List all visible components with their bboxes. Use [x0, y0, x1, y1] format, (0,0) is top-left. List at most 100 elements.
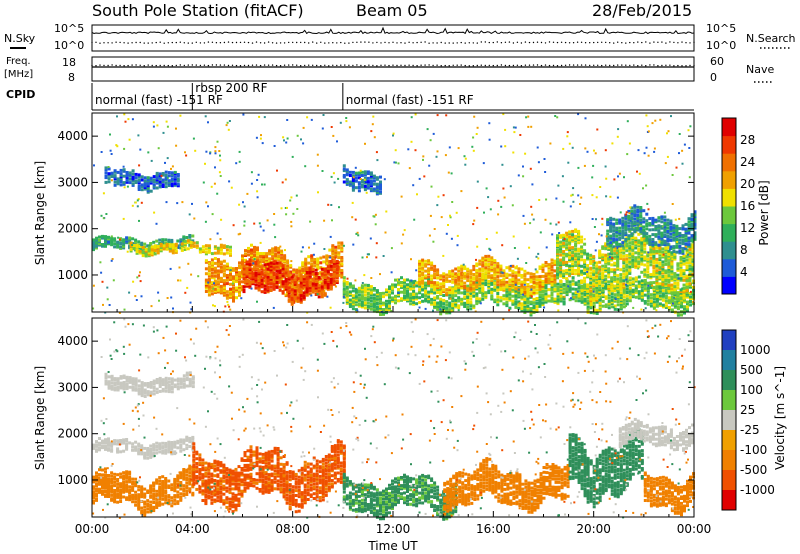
- heatmap-cell: [326, 279, 330, 283]
- heatmap-cell: [305, 293, 309, 297]
- heatmap-cell: [360, 289, 364, 293]
- heatmap-cell: [388, 287, 391, 290]
- heatmap-cell: [451, 277, 455, 281]
- heatmap-cell: [235, 288, 238, 292]
- heatmap-cell: [683, 306, 686, 310]
- heatmap-cell: [657, 243, 661, 247]
- heatmap-cell: [640, 259, 644, 263]
- noise-search-point: [231, 41, 234, 44]
- heatmap-cell: [274, 246, 278, 250]
- heatmap-cell: [219, 284, 223, 288]
- heatmap-cell: [640, 251, 644, 255]
- heatmap-cell: [595, 271, 599, 275]
- heatmap-cell: [137, 134, 140, 137]
- nave-point: [324, 64, 326, 67]
- heatmap-cell: [369, 296, 373, 300]
- noise-sky-line: [91, 26, 695, 35]
- heatmap-cell: [520, 308, 524, 312]
- heatmap-cell: [619, 302, 623, 306]
- heatmap-cell: [649, 299, 653, 303]
- heatmap-cell: [326, 271, 330, 275]
- heatmap-cell: [616, 291, 620, 295]
- heatmap-cell: [666, 236, 670, 240]
- nave-point: [211, 64, 214, 66]
- heatmap-cell: [661, 263, 665, 267]
- heatmap-cell: [670, 298, 674, 302]
- nave-point: [601, 64, 603, 67]
- heatmap-cell: [101, 244, 104, 248]
- heatmap-cell: [669, 222, 673, 226]
- heatmap-cell: [607, 247, 611, 251]
- heatmap-cell: [636, 223, 640, 227]
- heatmap-cell: [369, 288, 373, 292]
- heatmap-cell: [604, 245, 608, 249]
- heatmap-cell: [547, 280, 551, 284]
- heatmap-cell: [625, 302, 629, 306]
- heatmap-cell: [319, 256, 323, 260]
- heatmap-cell: [238, 271, 241, 275]
- heatmap-cell: [652, 269, 656, 273]
- heatmap-cell: [451, 304, 455, 308]
- heatmap-cell: [284, 273, 288, 277]
- heatmap-cell: [164, 238, 168, 242]
- nave-point: [364, 65, 366, 67]
- heatmap-cell: [162, 245, 166, 249]
- heatmap-cell: [616, 293, 620, 297]
- heatmap-cell: [346, 277, 349, 280]
- heatmap-cell: [652, 301, 656, 305]
- heatmap-cell: [342, 287, 346, 291]
- heatmap-cell: [173, 182, 177, 186]
- heatmap-cell: [688, 248, 692, 252]
- heatmap-cell: [520, 285, 524, 289]
- heatmap-cell: [628, 246, 632, 249]
- heatmap-cell: [436, 301, 440, 305]
- heatmap-cell: [137, 184, 141, 188]
- heatmap-cell: [583, 268, 587, 272]
- heatmap-cell: [156, 251, 160, 255]
- heatmap-cell: [135, 251, 139, 255]
- heatmap-cell: [556, 240, 559, 244]
- heatmap-cell: [448, 270, 452, 274]
- heatmap-cell: [245, 278, 249, 282]
- heatmap-cell: [667, 301, 671, 305]
- heatmap-cell: [672, 245, 676, 249]
- heatmap-cell: [640, 231, 644, 235]
- heatmap-cell: [619, 286, 623, 289]
- cpid-label: CPID: [6, 88, 35, 101]
- heatmap-cell: [643, 250, 647, 254]
- heatmap-cell: [460, 285, 464, 289]
- heatmap-cell: [616, 308, 620, 312]
- heatmap-cell: [225, 265, 229, 269]
- heatmap-cell: [553, 274, 557, 278]
- heatmap-cell: [329, 235, 332, 238]
- heatmap-cell: [149, 180, 153, 183]
- heatmap-cell: [278, 285, 282, 289]
- heatmap-cell: [308, 281, 312, 284]
- heatmap-cell: [484, 263, 488, 266]
- heatmap-cell: [663, 211, 666, 214]
- heatmap-cell: [290, 299, 294, 303]
- heatmap-cell: [653, 147, 656, 150]
- heatmap-cell: [354, 300, 358, 303]
- heatmap-cell: [418, 259, 422, 263]
- heatmap-cell: [603, 279, 606, 282]
- heatmap-cell: [284, 287, 288, 291]
- heatmap-cell: [463, 265, 467, 269]
- noise-search-point: [436, 42, 438, 44]
- heatmap-cell: [550, 268, 554, 272]
- heatmap-cell: [164, 177, 168, 181]
- heatmap-cell: [652, 292, 656, 296]
- noise-search-point: [444, 42, 446, 44]
- heatmap-cell: [556, 297, 560, 301]
- heatmap-cell: [222, 269, 226, 273]
- heatmap-cell: [388, 293, 391, 297]
- heatmap-cell: [646, 275, 650, 279]
- heatmap-cell: [566, 131, 569, 134]
- heatmap-cell: [670, 275, 674, 279]
- heatmap-cell: [375, 305, 379, 309]
- heatmap-cell: [412, 291, 416, 295]
- heatmap-cell: [637, 250, 641, 254]
- heatmap-cell: [679, 269, 683, 272]
- nave-point: [661, 64, 663, 67]
- heatmap-cell: [628, 267, 632, 271]
